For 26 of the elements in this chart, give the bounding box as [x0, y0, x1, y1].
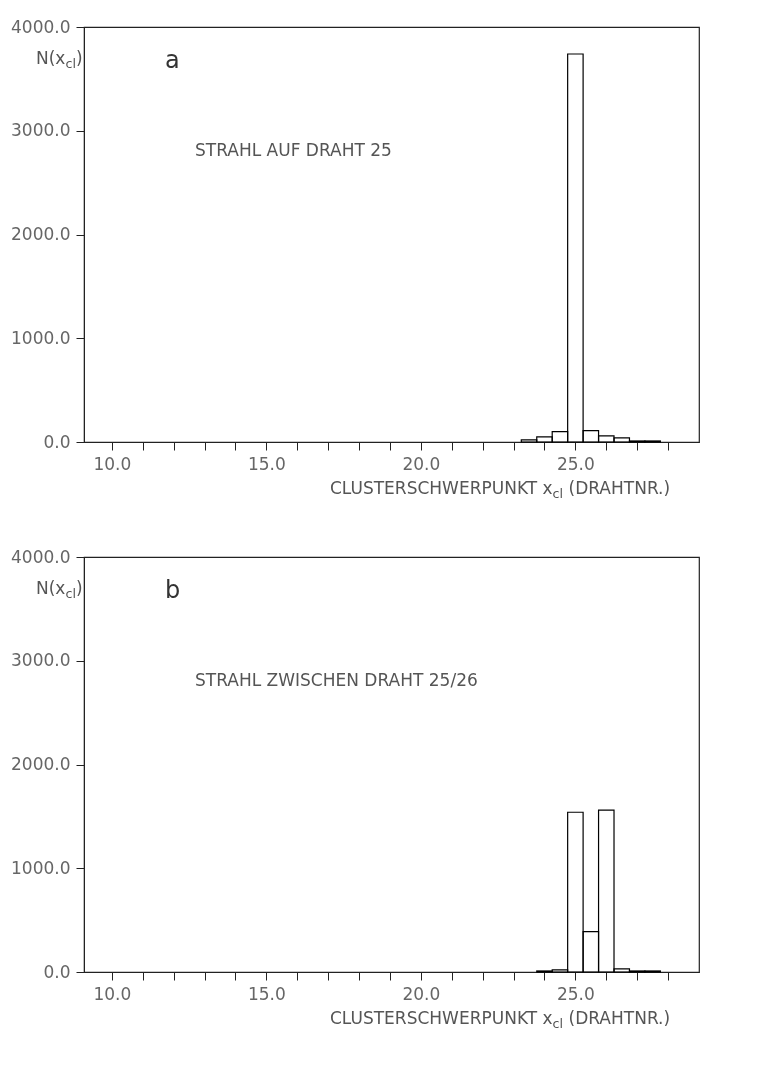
y-tick-label: 2000.0	[11, 224, 71, 244]
y-tick-label: 1000.0	[11, 857, 71, 878]
y-tick-label: 0.0	[43, 431, 71, 452]
x-axis-title: CLUSTERSCHWERPUNKT x$_{cl}$ (DRAHTNR.)	[330, 1008, 671, 1032]
y-axis-title: N(x$_{cl}$)	[36, 48, 83, 72]
x-tick-label: 25.0	[556, 983, 595, 1004]
x-tick-label: 20.0	[402, 453, 441, 474]
x-tick-label: 20.0	[402, 983, 441, 1004]
x-tick-label: 10.0	[93, 983, 132, 1004]
annotation: STRAHL AUF DRAHT 25	[195, 140, 392, 160]
annotation: STRAHL ZWISCHEN DRAHT 25/26	[195, 670, 478, 690]
y-tick-label: 4000.0	[11, 546, 71, 567]
y-tick-label: 3000.0	[11, 120, 71, 141]
y-tick-label: 4000.0	[11, 16, 71, 37]
y-tick-label: 3000.0	[11, 650, 71, 671]
x-tick-label: 10.0	[93, 453, 132, 474]
annotation: b	[165, 576, 181, 604]
annotation: a	[165, 46, 180, 74]
x-tick-label: 15.0	[247, 983, 286, 1004]
x-axis-title: CLUSTERSCHWERPUNKT x$_{cl}$ (DRAHTNR.)	[330, 478, 671, 502]
y-tick-label: 0.0	[43, 961, 71, 982]
y-tick-label: 1000.0	[11, 327, 71, 348]
y-axis-title: N(x$_{cl}$)	[36, 578, 83, 602]
x-tick-label: 15.0	[247, 453, 286, 474]
x-tick-label: 25.0	[556, 453, 595, 474]
y-tick-label: 2000.0	[11, 754, 71, 774]
